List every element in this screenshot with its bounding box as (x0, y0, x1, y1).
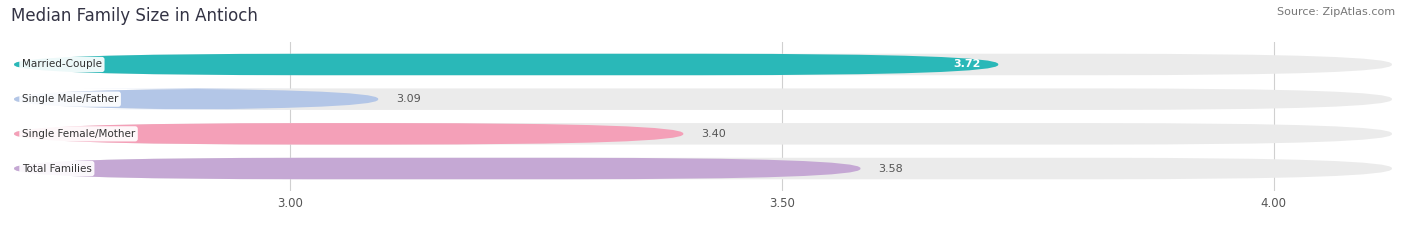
FancyBboxPatch shape (14, 88, 378, 110)
Text: Single Female/Mother: Single Female/Mother (22, 129, 135, 139)
FancyBboxPatch shape (14, 54, 998, 75)
FancyBboxPatch shape (14, 158, 860, 179)
FancyBboxPatch shape (14, 88, 1392, 110)
FancyBboxPatch shape (14, 123, 1392, 145)
Text: 3.58: 3.58 (879, 164, 903, 174)
FancyBboxPatch shape (14, 54, 1392, 75)
FancyBboxPatch shape (14, 123, 683, 145)
Text: Median Family Size in Antioch: Median Family Size in Antioch (11, 7, 259, 25)
Text: Single Male/Father: Single Male/Father (22, 94, 118, 104)
Text: 3.72: 3.72 (953, 59, 980, 69)
Text: 3.09: 3.09 (396, 94, 420, 104)
Text: 3.40: 3.40 (702, 129, 725, 139)
Text: Total Families: Total Families (22, 164, 91, 174)
Text: Married-Couple: Married-Couple (22, 59, 101, 69)
Text: Source: ZipAtlas.com: Source: ZipAtlas.com (1277, 7, 1395, 17)
FancyBboxPatch shape (14, 158, 1392, 179)
